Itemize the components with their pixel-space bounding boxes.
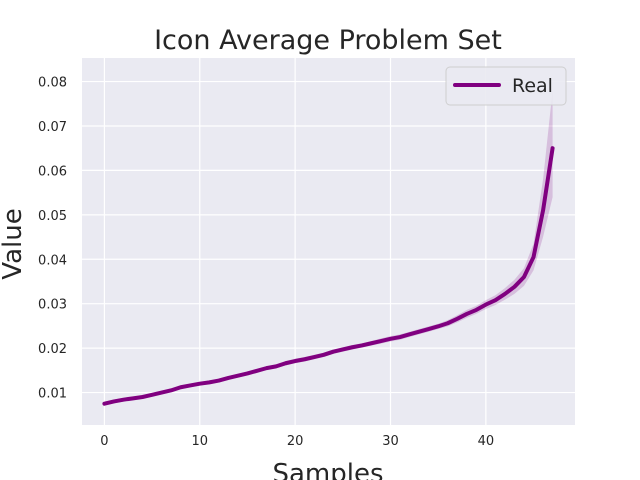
y-tick-label: 0.06 bbox=[38, 164, 67, 179]
y-tick-label: 0.04 bbox=[38, 253, 67, 268]
series-line-real bbox=[102, 146, 555, 406]
legend-box bbox=[445, 66, 567, 106]
y-axis-label: Value bbox=[0, 208, 28, 279]
x-tick-labels: 0 10 20 30 40 bbox=[100, 434, 494, 449]
y-tick-label: 0.02 bbox=[38, 342, 67, 357]
chart-title: Icon Average Problem Set bbox=[154, 25, 502, 56]
plot-area bbox=[82, 58, 575, 425]
y-tick-label: 0.08 bbox=[38, 76, 67, 91]
y-tick-labels: 0.01 0.02 0.03 0.04 0.05 0.06 0.07 0.08 bbox=[38, 76, 67, 402]
x-axis-label: Samples bbox=[272, 459, 383, 480]
x-tick-label: 10 bbox=[191, 434, 208, 449]
y-tick-label: 0.05 bbox=[38, 209, 67, 224]
y-tick-label: 0.03 bbox=[38, 298, 67, 313]
legend-label-real: Real bbox=[512, 75, 553, 97]
legend: Real bbox=[445, 66, 567, 106]
y-tick-label: 0.01 bbox=[38, 387, 67, 402]
y-tick-label: 0.07 bbox=[38, 120, 67, 135]
x-tick-label: 40 bbox=[478, 434, 495, 449]
x-tick-label: 20 bbox=[287, 434, 304, 449]
series-layer bbox=[102, 90, 555, 406]
x-tick-label: 0 bbox=[100, 434, 108, 449]
x-tick-label: 30 bbox=[382, 434, 399, 449]
